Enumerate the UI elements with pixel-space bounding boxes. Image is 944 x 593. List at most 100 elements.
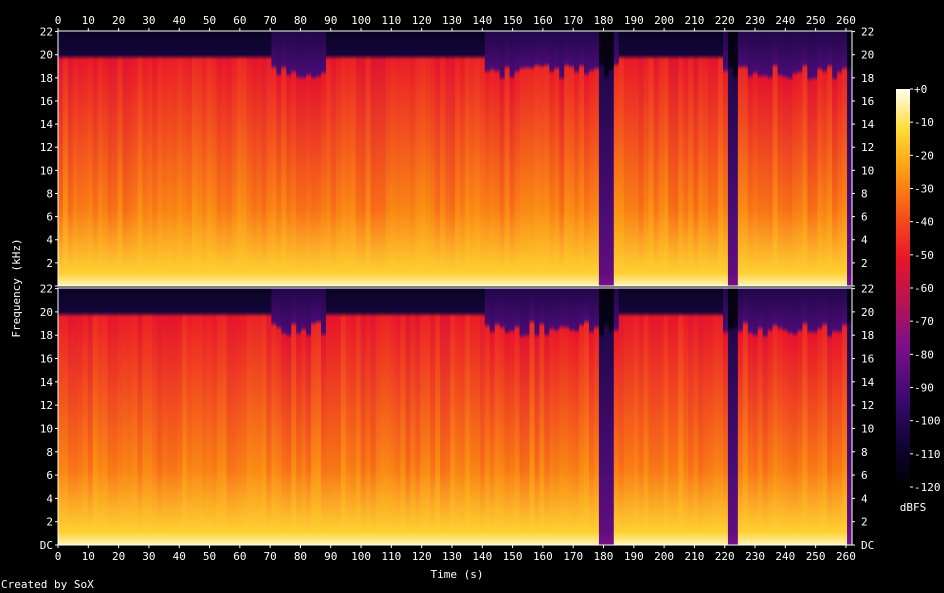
spectrogram-column (172, 31, 178, 286)
spectrogram-column (653, 288, 660, 545)
y-tick-label: 16 (40, 353, 53, 366)
spectrogram-column (698, 31, 704, 286)
x-tick-label-top: 220 (715, 14, 735, 27)
spectrogram-column (380, 288, 387, 545)
spectrogram-column (127, 31, 134, 286)
spectrogram-column (524, 288, 531, 545)
spectrogram-column (370, 288, 377, 545)
spectrogram-column (241, 31, 248, 286)
x-tick-label-top: 20 (112, 14, 125, 27)
spectrogram-column (837, 288, 843, 545)
spectrogram-column (445, 31, 451, 286)
spectrogram-column (405, 31, 411, 286)
spectrogram-column (216, 31, 223, 286)
spectrogram-column (722, 31, 729, 286)
spectrogram-column (420, 288, 426, 545)
y-tick-label: 12 (40, 141, 53, 154)
y-tick-label: 8 (46, 446, 53, 459)
y-tick-label-right: 6 (861, 211, 868, 224)
spectrogram-column (742, 31, 749, 286)
spectrogram-column (325, 288, 332, 545)
spectrogram-column (658, 31, 665, 286)
spectrogram-column (772, 288, 779, 545)
spectrogram-column (579, 288, 585, 545)
spectrogram-column (216, 288, 223, 545)
colorbar-tick-label: -80 (914, 348, 934, 361)
spectrogram-column (340, 288, 347, 545)
spectrogram-column (221, 31, 228, 286)
spectrogram-column (440, 288, 446, 545)
spectrogram-column (504, 31, 511, 286)
spectrogram-column (797, 288, 803, 545)
spectrogram-column (564, 31, 570, 286)
y-tick-label: 10 (40, 164, 53, 177)
x-tick-label-bottom: 220 (715, 550, 735, 563)
spectrogram-column (330, 288, 337, 545)
y-tick-label: 20 (40, 306, 53, 319)
y-tick-label-right: 8 (861, 446, 868, 459)
spectrogram-column (58, 288, 64, 545)
spectrogram-column (752, 31, 759, 286)
x-tick-label-top: 170 (563, 14, 583, 27)
spectrogram-column (350, 288, 357, 545)
spectrogram-column (663, 288, 669, 545)
x-tick-label-top: 30 (142, 14, 155, 27)
spectrogram-column (678, 31, 684, 286)
spectrogram-column (226, 31, 233, 286)
spectrogram-column (653, 31, 660, 286)
x-tick-label-top: 60 (233, 14, 246, 27)
spectrogram-column (579, 31, 585, 286)
x-tick-label-bottom: 170 (563, 550, 583, 563)
spectrogram-column (122, 288, 129, 545)
spectrogram-column (246, 288, 253, 545)
spectrogram-column (162, 288, 168, 545)
spectrogram-column (464, 288, 471, 545)
spectrogram-column (147, 31, 153, 286)
spectrogram-column (593, 31, 600, 286)
spectrogram-column (837, 31, 843, 286)
spectrogram-column (266, 31, 272, 286)
spectrogram-column (226, 288, 233, 545)
spectrogram-column (167, 31, 173, 286)
spectrogram-column (762, 31, 769, 286)
spectrogram-column (797, 31, 803, 286)
y-tick-label: 20 (40, 49, 53, 62)
spectrogram-column (261, 31, 268, 286)
spectrogram-column (266, 288, 272, 545)
y-tick-label: 4 (46, 234, 53, 247)
spectrogram-column (802, 31, 808, 286)
y-tick-label-right: 22 (861, 283, 874, 296)
y-tick-label: 18 (40, 72, 53, 85)
spectrogram-column (469, 288, 476, 545)
spectrogram-column (430, 31, 436, 286)
spectrogram-column (618, 31, 625, 286)
spectrogram-column (832, 288, 838, 545)
spectrogram-column (683, 31, 689, 286)
y-tick-label-right: DC (861, 539, 874, 552)
spectrogram-column (782, 288, 789, 545)
spectrogram-column (807, 288, 813, 545)
spectrogram-column (355, 288, 362, 545)
colorbar-tick-label: -50 (914, 249, 934, 262)
spectrogram-column (598, 31, 605, 286)
colorbar-tick-label: +0 (914, 83, 927, 96)
spectrogram-column (67, 288, 74, 545)
spectrogram-column (440, 31, 446, 286)
spectrogram-column (231, 288, 238, 545)
x-tick-label-bottom: 130 (442, 550, 462, 563)
y-tick-label-right: 20 (861, 306, 874, 319)
x-tick-label-bottom: 60 (233, 550, 246, 563)
x-tick-label-bottom: 10 (82, 550, 95, 563)
spectrogram-column (316, 288, 322, 545)
y-tick-label-right: 18 (861, 72, 874, 85)
x-tick-label-bottom: 200 (654, 550, 674, 563)
spectrogram-column (321, 288, 327, 545)
x-tick-label-bottom: 140 (472, 550, 492, 563)
y-tick-label-right: 2 (861, 257, 868, 270)
spectrogram-column (613, 288, 620, 545)
x-tick-label-top: 260 (836, 14, 856, 27)
y-tick-label: 6 (46, 469, 53, 482)
spectrogram-column (767, 31, 774, 286)
y-tick-label: 10 (40, 422, 53, 435)
